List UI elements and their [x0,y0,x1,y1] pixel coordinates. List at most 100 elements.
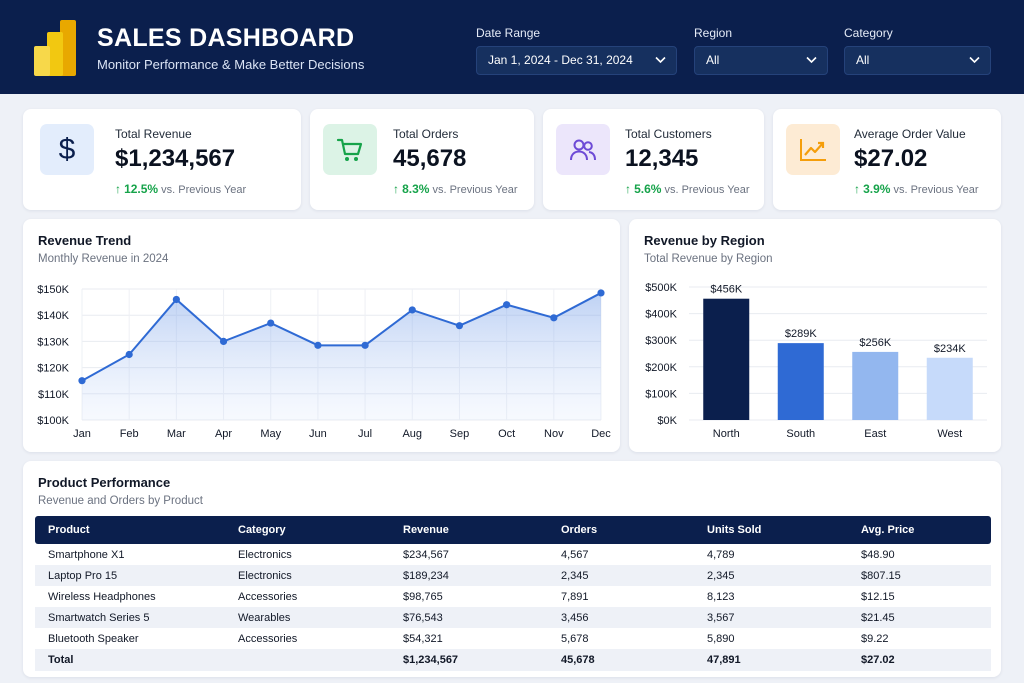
revenue-trend-subtitle: Monthly Revenue in 2024 [38,253,169,265]
cell-category: Accessories [238,590,298,603]
y-tick-label: $120K [37,363,69,375]
table-row: Bluetooth Speaker Accessories $54,321 5,… [35,628,991,649]
kpi-card-total-revenue: $ Total Revenue $1,234,567 ↑ 12.5% vs. P… [23,109,301,210]
chevron-down-icon [806,56,817,64]
cell-total-label: Total [48,654,74,666]
y-tick-label: $110K [38,389,70,401]
cell-avg-price: $12.15 [861,590,895,603]
date-range-value: Jan 1, 2024 - Dec 31, 2024 [488,53,633,67]
revenue-trend-panel: Revenue Trend Monthly Revenue in 2024 $1… [23,219,620,452]
kpi-value: $1,234,567 [115,145,236,172]
y-tick-label: $140K [37,310,69,322]
cell-units-sold: 5,890 [707,632,735,645]
bar-data-label: $289K [785,328,817,340]
x-tick-label: East [864,428,886,440]
cell-product: Smartphone X1 [48,548,125,561]
kpi-change: ↑ 12.5% vs. Previous Year [115,182,246,196]
cell-units-sold: 4,789 [707,548,735,561]
cell-total-orders: 45,678 [561,654,595,666]
y-tick-label: $200K [645,362,677,374]
cell-product: Wireless Headphones [48,590,156,603]
region-value: All [706,53,720,67]
region-label: Region [694,26,733,40]
cell-category: Wearables [238,611,291,624]
data-point [172,295,180,304]
cell-total-revenue: $1,234,567 [403,654,459,666]
cell-category: Accessories [238,632,298,645]
x-tick-label: West [937,428,962,440]
x-tick-label: Jan [73,428,91,440]
data-point [408,306,416,314]
column-header-orders[interactable]: Orders [561,524,598,536]
revenue-region-subtitle: Total Revenue by Region [644,253,773,265]
cell-orders: 7,891 [561,590,589,603]
dashboard-header: SALES DASHBOARD Monitor Performance & Ma… [0,0,1024,94]
data-point [361,341,369,349]
kpi-change-percent: 5.6% [634,182,662,196]
bar-west [926,357,973,420]
users-icon [556,124,610,175]
product-table-title: Product Performance [38,475,171,490]
table-row: Smartwatch Series 5 Wearables $76,543 3,… [35,607,991,628]
cell-avg-price: $21.45 [861,611,895,624]
revenue-region-panel: Revenue by Region Total Revenue by Regio… [629,219,1001,452]
x-tick-label: North [713,428,740,440]
column-header-category[interactable]: Category [238,524,286,536]
x-tick-label: Aug [402,428,422,440]
cell-units-sold: 8,123 [707,590,735,603]
column-header-revenue[interactable]: Revenue [403,524,449,536]
chevron-down-icon [655,56,666,64]
data-point [503,301,511,309]
cell-units-sold: 2,345 [707,569,735,582]
revenue-region-chart: $0K $100K $200K $300K $400K $500K $456K North $2… [645,282,987,440]
category-value: All [856,53,870,67]
column-header-avg-price[interactable]: Avg. Price [861,524,915,536]
y-tick-label: $500K [645,282,677,294]
column-header-units-sold[interactable]: Units Sold [707,524,762,536]
bar-east [852,351,899,420]
data-point [550,314,558,322]
category-select[interactable]: All [844,46,991,75]
cell-product: Smartwatch Series 5 [48,611,150,624]
kpi-label: Total Orders [393,127,459,141]
kpi-label: Average Order Value [854,127,966,141]
date-range-select[interactable]: Jan 1, 2024 - Dec 31, 2024 [476,46,677,75]
x-tick-label: South [786,428,815,440]
product-table-subtitle: Revenue and Orders by Product [38,495,203,507]
product-performance-panel: Product Performance Revenue and Orders b… [23,461,1001,677]
revenue-trend-title: Revenue Trend [38,233,132,248]
kpi-change-percent: 8.3% [402,182,430,196]
kpi-value: 45,678 [393,145,467,172]
cell-category: Electronics [238,548,292,561]
dollar-icon: $ [40,124,94,175]
revenue-area [82,292,601,420]
x-tick-label: Jul [358,428,372,440]
x-tick-label: Apr [215,428,232,440]
kpi-change: ↑ 3.9% vs. Previous Year [854,182,978,196]
x-tick-label: Oct [498,428,515,440]
y-tick-label: $300K [645,335,677,347]
region-select[interactable]: All [694,46,828,75]
x-tick-label: Jun [309,428,327,440]
trend-chart-icon [786,124,840,175]
cell-avg-price: $48.90 [861,548,895,561]
cell-orders: 3,456 [561,611,589,624]
cell-revenue: $189,234 [403,569,449,582]
data-point [219,337,228,345]
kpi-card-total-orders: Total Orders 45,678 ↑ 8.3% vs. Previous … [310,109,534,210]
product-table: Product Category Revenue Orders Units So… [35,516,991,671]
page-title: SALES DASHBOARD [97,24,355,52]
cell-revenue: $54,321 [403,632,443,645]
kpi-compare-text: vs. Previous Year [432,184,518,196]
cell-total-units-sold: 47,891 [707,654,741,666]
power-bi-logo-icon [34,20,76,76]
data-point [125,350,133,359]
x-tick-label: Dec [591,428,611,440]
y-tick-label: $100K [37,415,69,427]
cell-orders: 2,345 [561,569,589,582]
y-tick-label: $400K [645,309,677,321]
cell-product: Bluetooth Speaker [48,632,139,645]
y-tick-label: $0K [657,415,677,427]
kpi-card-total-customers: Total Customers 12,345 ↑ 5.6% vs. Previo… [543,109,764,210]
column-header-product[interactable]: Product [48,524,90,536]
